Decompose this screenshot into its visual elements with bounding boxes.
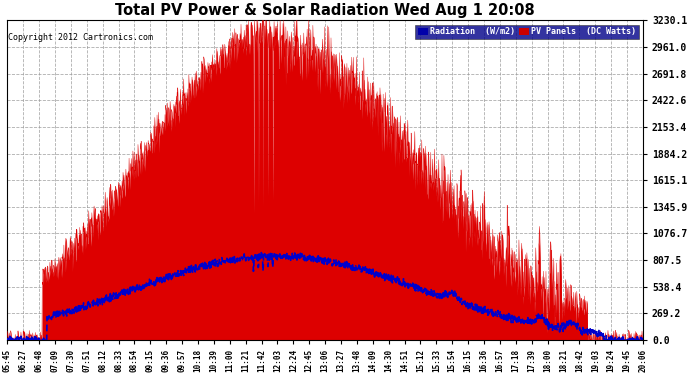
- Legend: Radiation  (W/m2), PV Panels  (DC Watts): Radiation (W/m2), PV Panels (DC Watts): [415, 24, 639, 39]
- Title: Total PV Power & Solar Radiation Wed Aug 1 20:08: Total PV Power & Solar Radiation Wed Aug…: [115, 3, 535, 18]
- Text: Copyright 2012 Cartronics.com: Copyright 2012 Cartronics.com: [8, 33, 153, 42]
